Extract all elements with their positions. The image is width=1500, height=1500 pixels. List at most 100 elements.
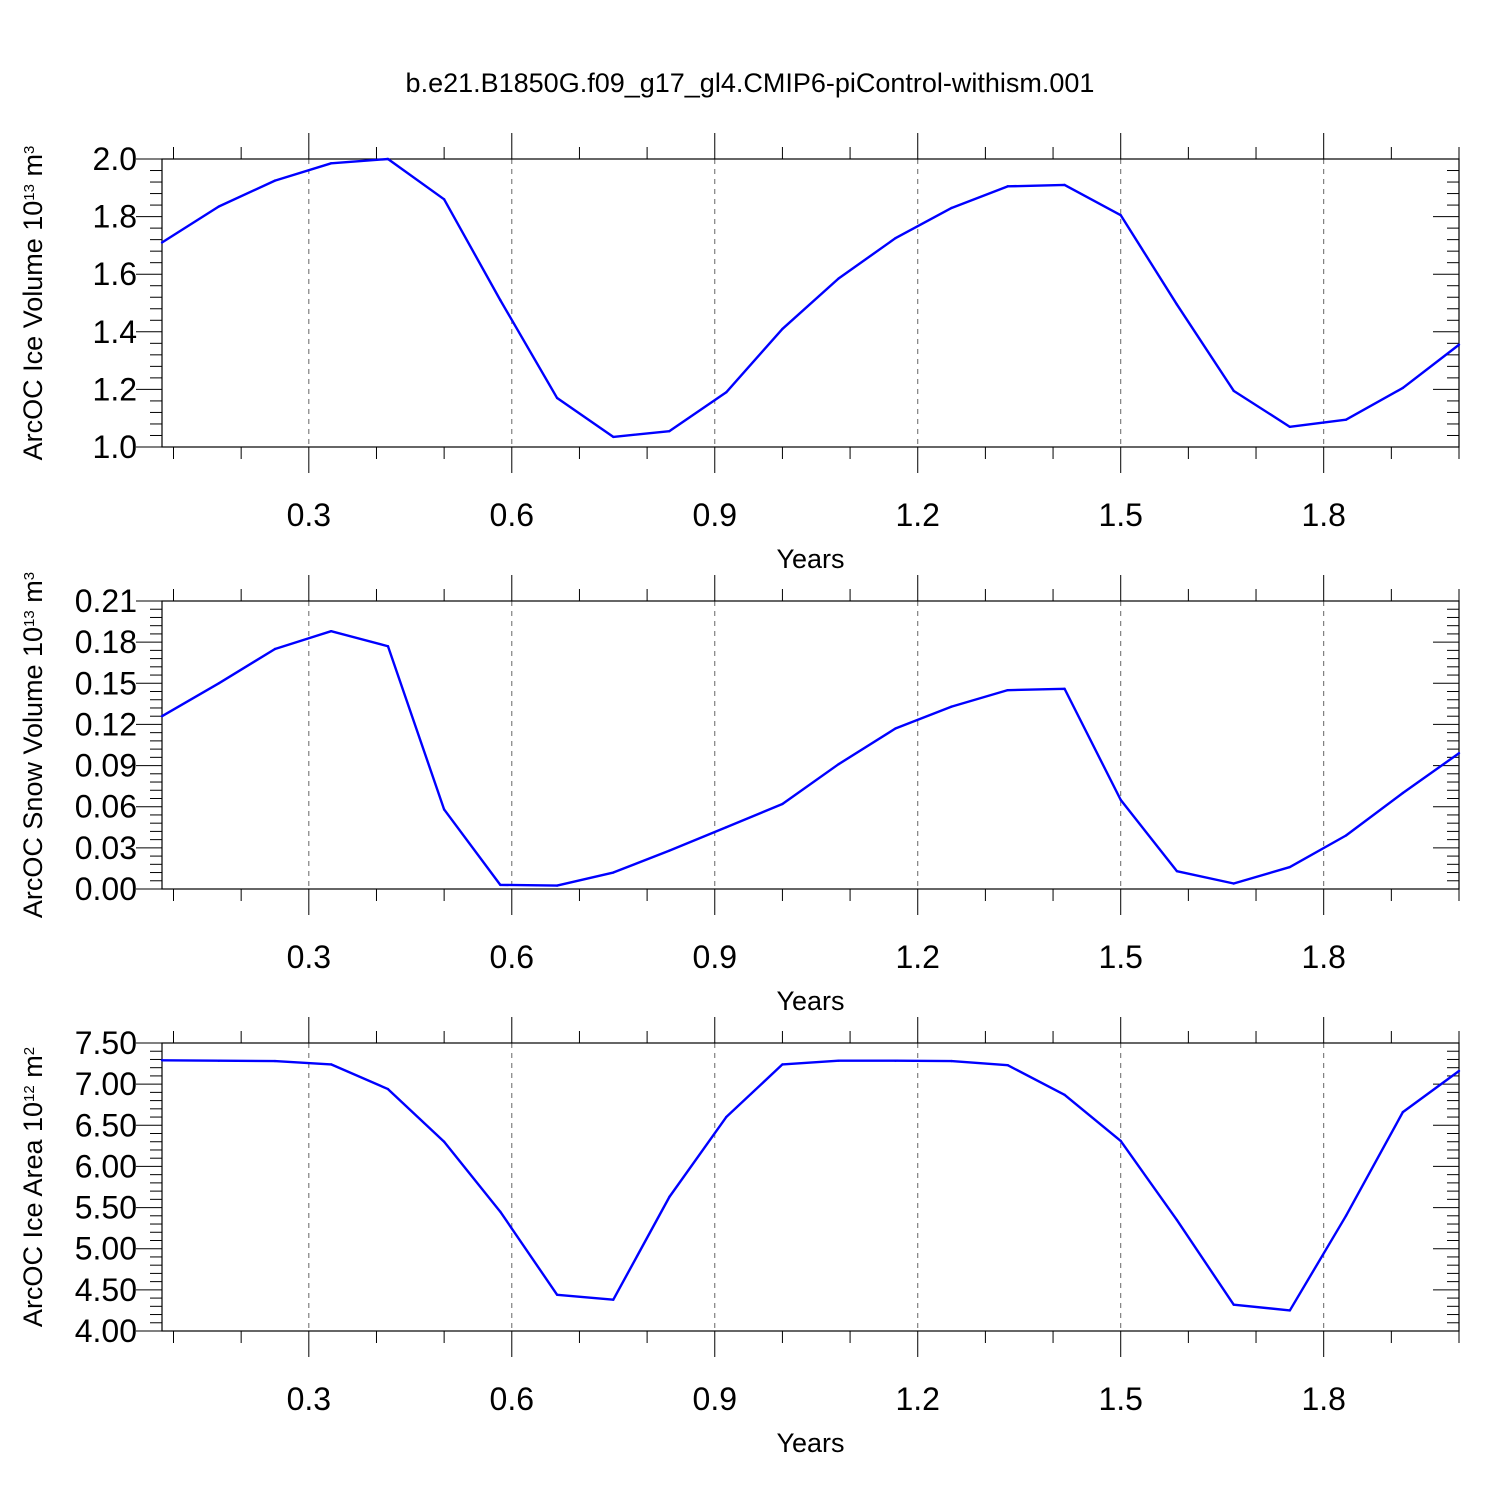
- x-tick-label: 1.8: [1301, 939, 1345, 975]
- data-point: [217, 205, 221, 208]
- y-tick-label: 1.2: [93, 371, 137, 407]
- data-point: [894, 237, 897, 240]
- data-point: [555, 884, 559, 887]
- data-point: [1401, 386, 1405, 390]
- x-tick-label: 1.8: [1301, 497, 1345, 533]
- data-point: [1288, 425, 1292, 429]
- data-point: [555, 1293, 559, 1296]
- y-axis-label: ArcOC Ice Volume 1013 m3: [18, 146, 48, 461]
- x-tick-label: 0.9: [693, 1381, 737, 1417]
- data-point: [1006, 1064, 1009, 1067]
- x-tick-label: 0.3: [287, 1381, 331, 1417]
- y-tick-label: 1.4: [93, 314, 137, 350]
- y-tick-label: 6.50: [75, 1107, 137, 1143]
- data-point: [894, 727, 897, 730]
- y-tick-label: 0.06: [75, 789, 137, 825]
- data-point: [612, 1298, 615, 1301]
- y-axis-label-unit_exp: 3: [21, 146, 38, 154]
- data-point: [499, 1210, 502, 1213]
- x-tick-label: 0.3: [287, 497, 331, 533]
- data-point: [1175, 869, 1179, 873]
- x-tick-label: 1.5: [1098, 939, 1142, 975]
- data-point: [1401, 791, 1405, 795]
- series-line: [161, 629, 1460, 887]
- y-tick-label: 1.8: [93, 199, 137, 235]
- x-tick-label: 0.9: [693, 939, 737, 975]
- y-tick-label: 0.03: [75, 830, 137, 866]
- data-point: [1119, 1139, 1122, 1143]
- data-point: [273, 179, 277, 182]
- y-axis-label-unit: m: [18, 154, 48, 184]
- data-point: [1401, 1110, 1405, 1114]
- data-point: [668, 1195, 671, 1199]
- y-axis-label: ArcOC Ice Area 1012 m2: [18, 1047, 48, 1327]
- x-tick-label: 0.6: [490, 939, 534, 975]
- y-tick-label: 0.09: [75, 748, 137, 784]
- data-point: [837, 763, 840, 766]
- panel-ice-area: 0.3 0.6 0.9 1.2 1.5 1.8 4.00 4.50 5.00 5.50 6.00 6.…: [18, 1017, 1461, 1458]
- y-axis-label-exp: 13: [21, 184, 38, 201]
- panel-ice-volume: 0.3 0.6 0.9 1.2 1.5 1.8 1.0 1.2 1.4 1.6 1.8 2.0 Year…: [18, 133, 1461, 574]
- x-tick-label: 0.6: [490, 497, 534, 533]
- x-tick-label: 0.6: [490, 1381, 534, 1417]
- data-point: [950, 1059, 953, 1063]
- data-point: [612, 435, 615, 439]
- y-axis-label: ArcOC Snow Volume 1013 m3: [18, 572, 48, 918]
- data-point: [950, 705, 953, 708]
- data-point: [160, 715, 164, 718]
- data-point: [1063, 183, 1066, 187]
- y-tick-label: 5.50: [75, 1190, 137, 1226]
- y-tick-label: 0.15: [75, 665, 137, 701]
- y-axis-label-prefix: ArcOC Ice Area 10: [18, 1102, 48, 1327]
- data-point: [386, 1087, 390, 1091]
- y-tick-label: 0.21: [75, 583, 137, 619]
- data-point: [781, 802, 784, 806]
- y-tick-label: 0.18: [75, 624, 137, 660]
- plot-frame: [161, 1042, 1460, 1332]
- x-tick-label: 1.2: [895, 497, 939, 533]
- series-line: [161, 157, 1460, 439]
- data-point: [1457, 752, 1461, 755]
- data-point: [1344, 418, 1348, 421]
- data-point: [1119, 213, 1122, 217]
- data-point: [837, 1059, 840, 1062]
- data-point: [1288, 865, 1292, 869]
- x-tick-label: 1.5: [1098, 497, 1142, 533]
- data-point: [1457, 343, 1461, 346]
- y-tick-label: 0.00: [75, 871, 137, 907]
- data-point: [1288, 1309, 1292, 1312]
- y-axis-label-unit: m: [18, 1055, 48, 1085]
- plot-frame: [161, 158, 1460, 448]
- y-tick-label: 0.12: [75, 706, 137, 742]
- x-tick-label: 1.2: [895, 1381, 939, 1417]
- data-point: [329, 629, 333, 633]
- data-point: [1232, 882, 1235, 885]
- y-tick-label: 5.00: [75, 1231, 137, 1267]
- data-point: [837, 277, 840, 280]
- data-point: [499, 883, 502, 887]
- x-tick-label: 1.5: [1098, 1381, 1142, 1417]
- x-tick-label: 1.8: [1301, 1381, 1345, 1417]
- y-axis-label-exp: 12: [21, 1085, 38, 1102]
- y-axis-label-unit: m: [18, 580, 48, 610]
- y-tick-label: 1.0: [93, 429, 137, 465]
- data-point: [1119, 798, 1122, 802]
- data-point: [725, 391, 728, 394]
- y-axis-label-unit_exp: 3: [21, 572, 38, 580]
- y-axis-label-unit_exp: 2: [21, 1047, 38, 1055]
- data-point: [1006, 688, 1009, 692]
- data-point: [1006, 185, 1009, 188]
- data-point: [329, 1063, 333, 1066]
- x-tick-label: 0.9: [693, 497, 737, 533]
- x-axis-label: Years: [776, 1428, 844, 1458]
- y-tick-label: 6.00: [75, 1148, 137, 1184]
- data-point: [442, 198, 446, 201]
- x-tick-label: 1.2: [895, 939, 939, 975]
- data-point: [668, 849, 671, 852]
- data-point: [160, 241, 164, 244]
- x-tick-label: 0.3: [287, 939, 331, 975]
- data-point: [442, 1140, 446, 1143]
- data-point: [499, 298, 502, 302]
- data-point: [1175, 303, 1179, 306]
